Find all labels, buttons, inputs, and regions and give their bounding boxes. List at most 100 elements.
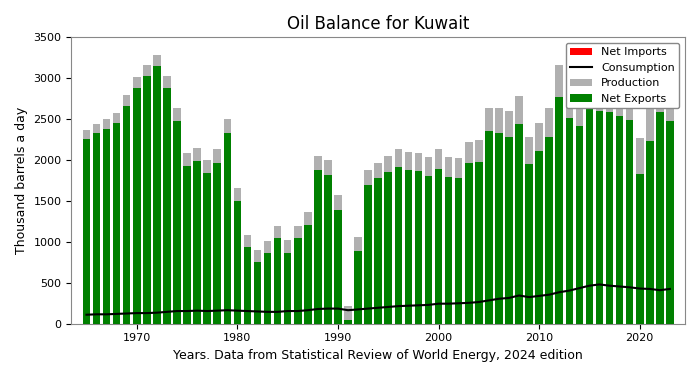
Bar xyxy=(334,210,342,324)
Bar xyxy=(274,226,281,324)
Bar xyxy=(545,137,553,324)
Bar xyxy=(414,153,422,324)
Bar xyxy=(324,160,332,324)
Consumption xyxy=(143,311,151,315)
Bar xyxy=(314,156,321,324)
Bar xyxy=(244,247,251,324)
Bar xyxy=(193,161,201,324)
Bar xyxy=(113,123,120,324)
Bar xyxy=(153,55,161,324)
Bar xyxy=(465,163,472,324)
Bar xyxy=(475,162,482,324)
Title: Oil Balance for Kuwait: Oil Balance for Kuwait xyxy=(287,15,470,33)
Bar xyxy=(264,253,272,324)
Bar xyxy=(616,79,624,324)
Bar xyxy=(374,162,382,324)
Bar xyxy=(304,211,312,324)
Bar xyxy=(294,238,302,324)
Bar xyxy=(183,166,191,324)
Bar xyxy=(223,133,231,324)
Bar xyxy=(575,90,583,324)
Bar xyxy=(173,121,181,324)
Bar xyxy=(606,74,613,324)
Bar xyxy=(444,157,452,324)
Bar xyxy=(465,143,472,324)
Bar xyxy=(515,96,523,324)
Bar xyxy=(556,97,563,324)
Bar xyxy=(93,133,100,324)
Bar xyxy=(405,170,412,324)
Bar xyxy=(324,175,332,324)
Bar xyxy=(455,178,463,324)
Bar xyxy=(304,225,312,324)
Bar xyxy=(575,126,583,324)
Bar xyxy=(505,137,512,324)
Bar xyxy=(425,176,433,324)
Bar xyxy=(395,149,402,324)
Bar xyxy=(596,72,603,324)
Bar xyxy=(374,178,382,324)
Bar xyxy=(656,78,664,324)
Line: Consumption: Consumption xyxy=(87,284,670,315)
Bar xyxy=(123,95,130,324)
Bar xyxy=(93,124,100,324)
Bar xyxy=(204,160,211,324)
Bar xyxy=(103,119,111,324)
Bar xyxy=(414,171,422,324)
Bar xyxy=(204,173,211,324)
Bar xyxy=(536,151,543,324)
Bar xyxy=(274,238,281,324)
Bar xyxy=(566,118,573,324)
Bar xyxy=(475,141,482,324)
Consumption xyxy=(666,287,674,291)
Bar xyxy=(284,240,291,324)
Bar xyxy=(244,234,251,324)
Bar xyxy=(495,133,503,324)
Bar xyxy=(586,108,593,324)
Consumption xyxy=(595,282,603,287)
Bar xyxy=(193,148,201,324)
Bar xyxy=(143,65,150,324)
Bar xyxy=(133,88,141,324)
Bar xyxy=(214,162,221,324)
Bar xyxy=(253,262,261,324)
Bar xyxy=(354,251,362,324)
Bar xyxy=(234,201,241,324)
Bar xyxy=(344,320,352,324)
Bar xyxy=(163,76,171,324)
Bar xyxy=(505,111,512,324)
Bar xyxy=(485,108,493,324)
Bar xyxy=(133,77,141,324)
Consumption xyxy=(173,309,181,313)
Bar xyxy=(495,108,503,324)
Bar xyxy=(646,141,654,324)
Bar xyxy=(264,241,272,324)
Bar xyxy=(444,177,452,324)
Bar xyxy=(435,170,442,324)
Bar xyxy=(425,157,433,324)
Bar xyxy=(365,185,372,324)
Bar xyxy=(384,172,392,324)
Bar xyxy=(636,138,643,324)
Bar xyxy=(143,76,150,324)
Bar xyxy=(566,85,573,324)
Bar xyxy=(435,149,442,324)
Bar xyxy=(525,164,533,324)
Consumption xyxy=(233,308,242,313)
Bar xyxy=(365,170,372,324)
Bar xyxy=(525,137,533,324)
Bar xyxy=(83,130,90,324)
Bar xyxy=(636,173,643,324)
Bar xyxy=(384,156,392,324)
Y-axis label: Thousand barrels a day: Thousand barrels a day xyxy=(15,107,28,254)
Bar xyxy=(183,153,191,324)
Consumption xyxy=(83,313,91,317)
Consumption xyxy=(505,296,513,300)
Bar xyxy=(103,129,111,324)
Bar xyxy=(666,86,673,324)
Bar xyxy=(515,124,523,324)
Bar xyxy=(284,253,291,324)
Bar xyxy=(626,120,634,324)
Bar xyxy=(556,65,563,324)
X-axis label: Years. Data from Statistical Review of World Energy, 2024 edition: Years. Data from Statistical Review of W… xyxy=(174,349,583,362)
